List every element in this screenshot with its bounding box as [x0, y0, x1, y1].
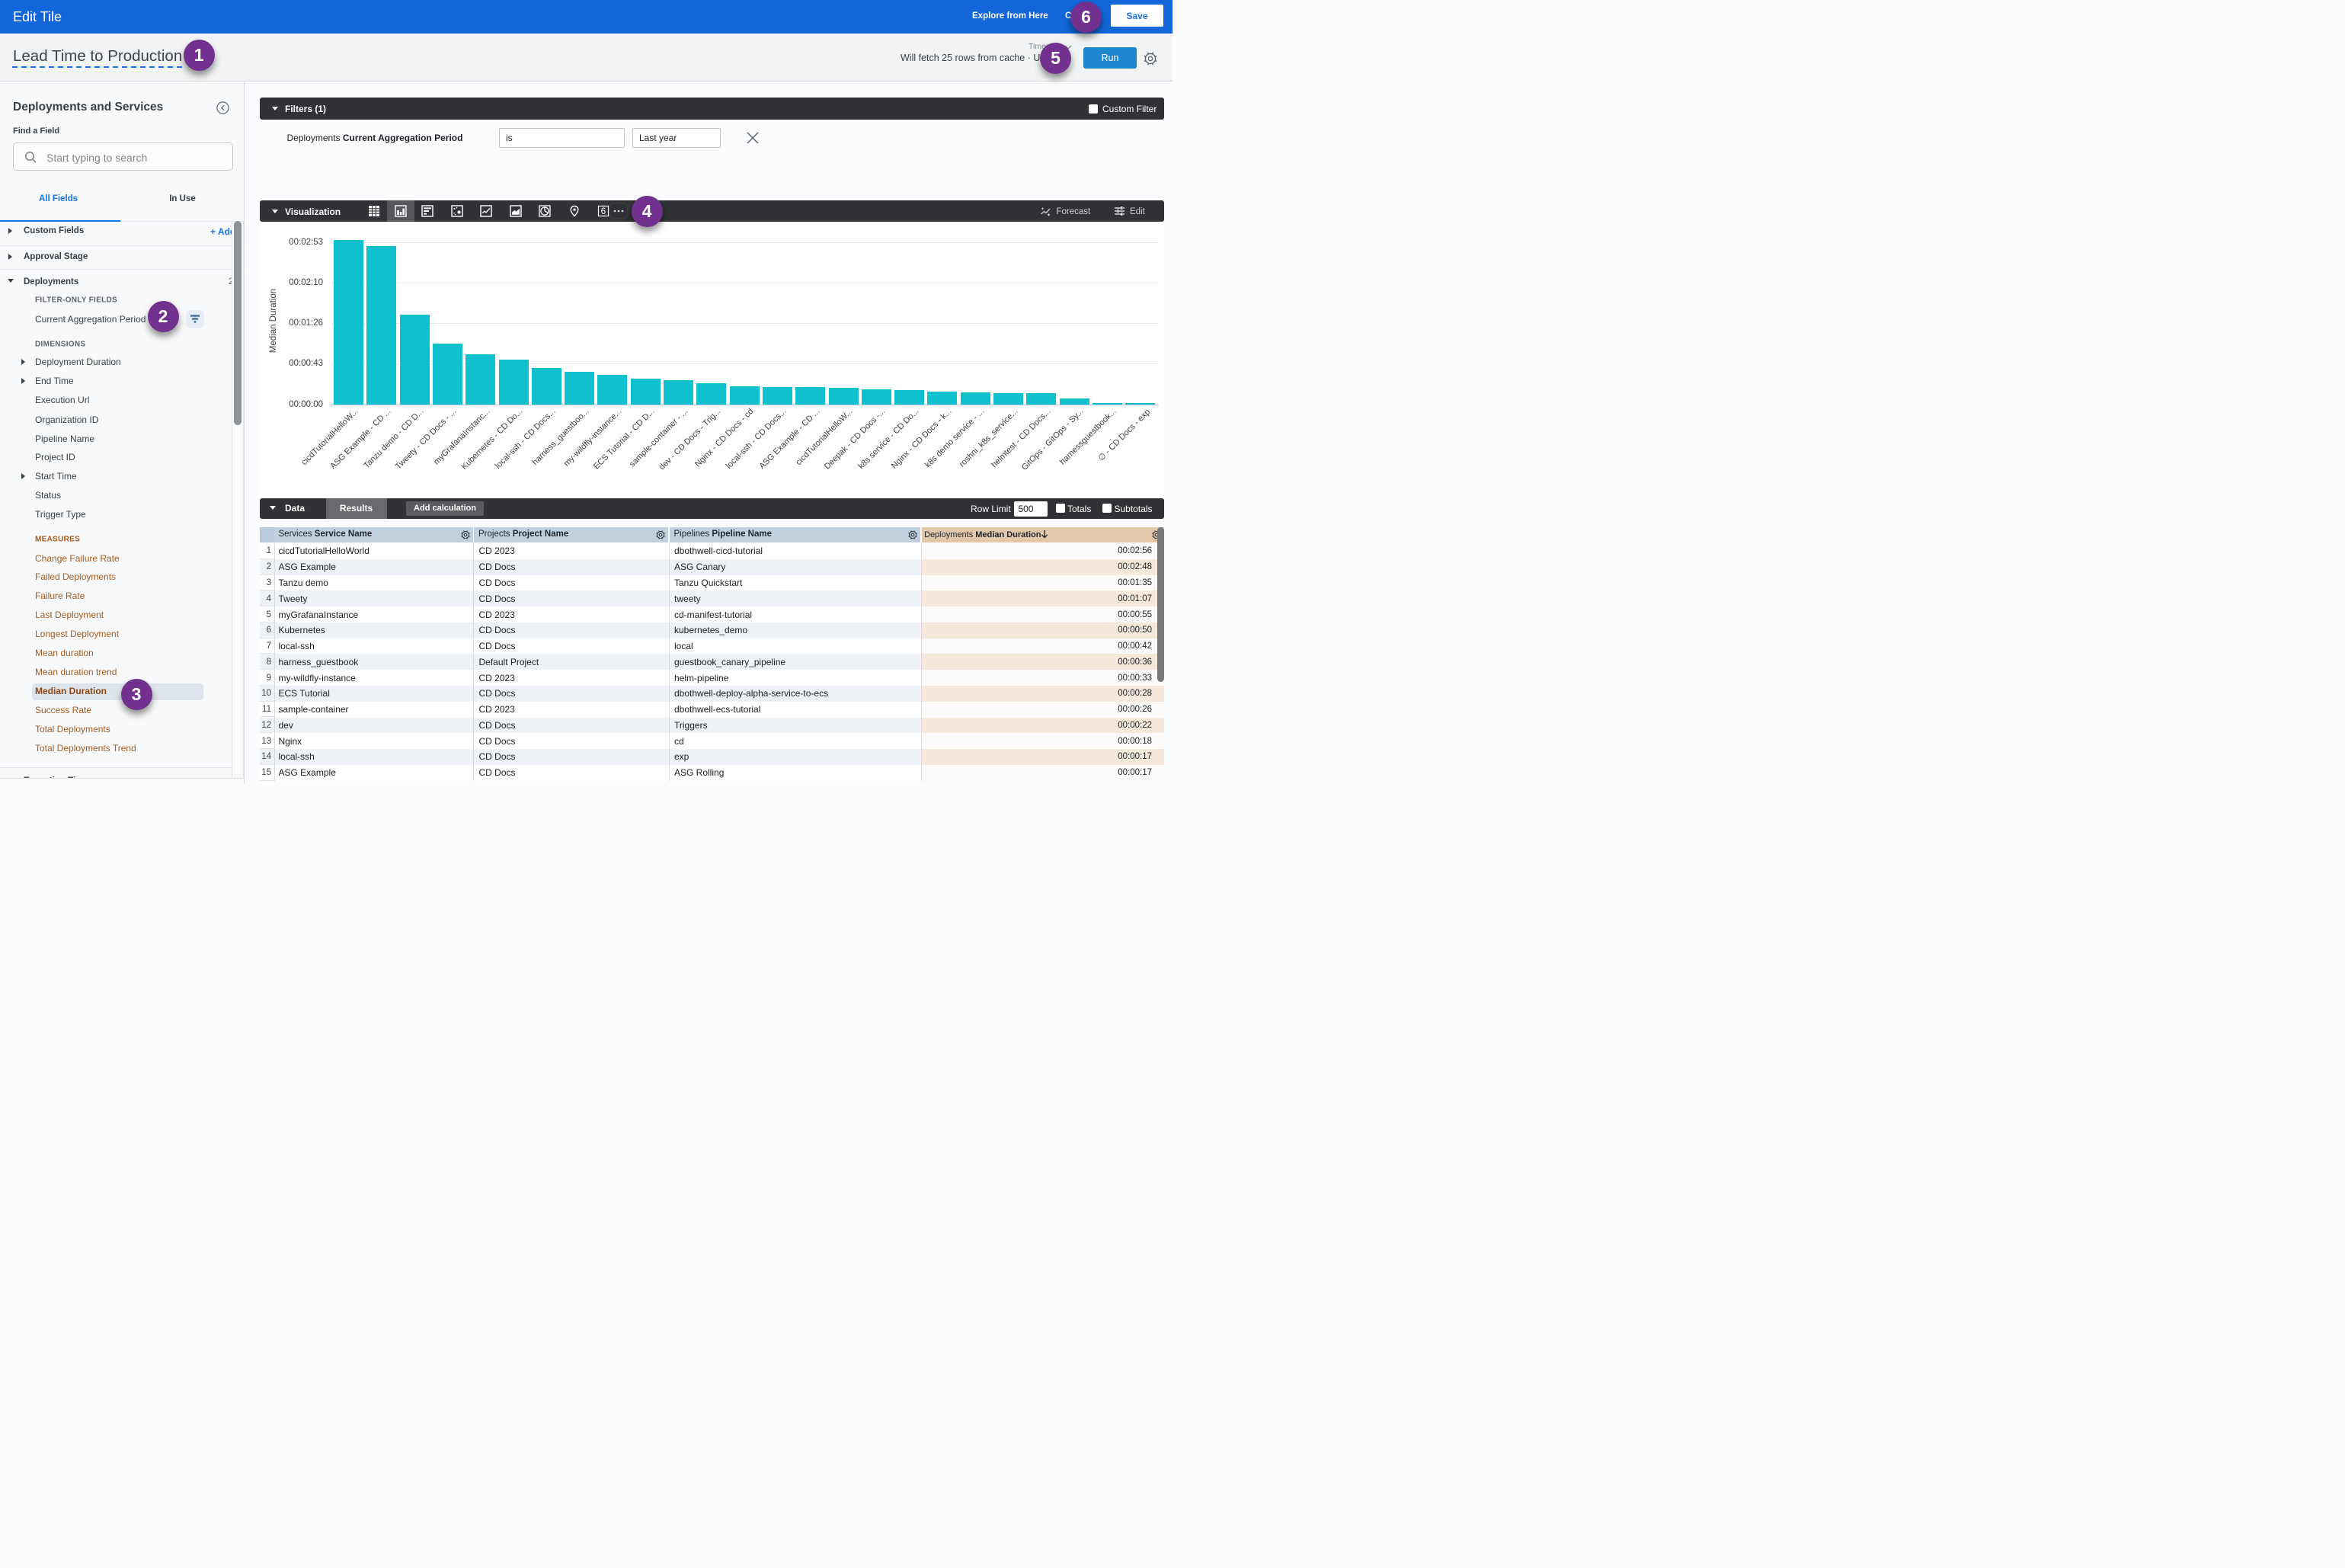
svg-text:6: 6 — [601, 207, 606, 216]
